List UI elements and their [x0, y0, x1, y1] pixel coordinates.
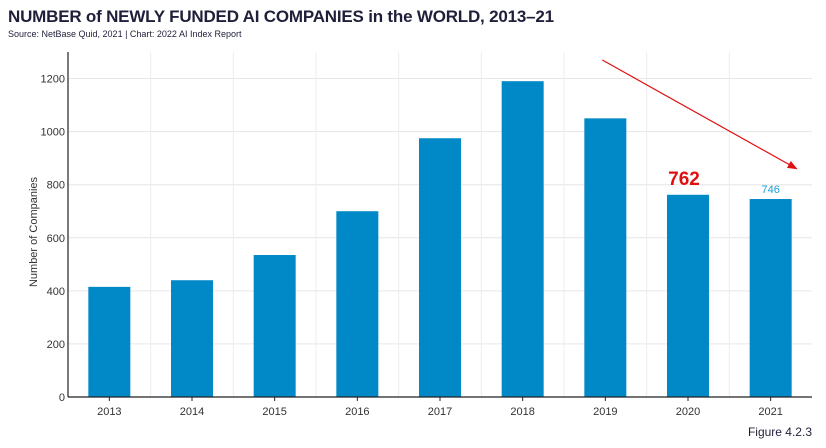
bar-2019 — [584, 118, 627, 397]
x-tick-label: 2017 — [428, 406, 452, 418]
y-axis-label: Number of Companies — [28, 176, 40, 287]
x-tick-label: 2014 — [180, 406, 204, 418]
bar-2018 — [501, 81, 544, 397]
bar-2013 — [88, 286, 131, 397]
y-tick-label: 800 — [47, 180, 65, 192]
chart-source: Source: NetBase Quid, 2021 | Chart: 2022… — [8, 29, 242, 39]
chart-title: NUMBER of NEWLY FUNDED AI COMPANIES in t… — [8, 7, 554, 26]
trend-arrow — [602, 59, 798, 170]
y-tick-label: 400 — [47, 286, 65, 298]
bar-2016 — [336, 211, 379, 397]
y-tick-label: 1200 — [41, 74, 65, 86]
x-tick-label: 2013 — [97, 406, 121, 418]
bars — [88, 81, 792, 397]
bar-2020 — [667, 194, 709, 397]
data-label-2021: 746 — [761, 184, 779, 196]
bar-2017 — [419, 138, 461, 397]
annotation-2020: 762 — [668, 169, 700, 190]
x-tick-label: 2021 — [758, 406, 782, 418]
x-tick-label: 2020 — [676, 406, 700, 418]
data-labels: 746 762 — [602, 59, 798, 196]
y-tick-label: 0 — [59, 392, 65, 404]
figure-label: Figure 4.2.3 — [747, 425, 812, 439]
bar-2014 — [171, 280, 213, 397]
y-tick-label: 200 — [47, 339, 65, 351]
x-tick-label: 2018 — [510, 406, 534, 418]
y-tick-label: 1000 — [41, 127, 65, 139]
bar-2015 — [253, 255, 296, 397]
bar-2021 — [749, 199, 792, 397]
x-tick-label: 2019 — [593, 406, 617, 418]
x-tick-label: 2015 — [262, 406, 286, 418]
x-tick-label: 2016 — [345, 406, 369, 418]
axes: 0 200 400 600 800 1000 1200 2013 2014 2015 2016 201… — [41, 52, 812, 418]
y-tick-label: 600 — [47, 233, 65, 245]
